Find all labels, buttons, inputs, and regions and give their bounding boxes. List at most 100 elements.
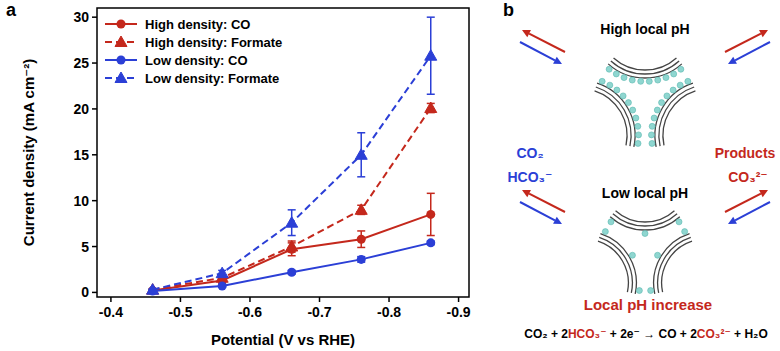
particle	[663, 75, 669, 81]
y-tick	[92, 154, 97, 156]
error-cap	[357, 132, 365, 134]
particle	[670, 87, 676, 93]
pore	[598, 211, 692, 294]
arrow	[728, 42, 770, 64]
shell-layer	[595, 91, 627, 145]
data-point	[286, 241, 298, 252]
shell-layer	[597, 83, 635, 147]
particle	[655, 77, 661, 83]
panel-a: a051015202530-0.4-0.5-0.6-0.7-0.8-0.9Pot…	[6, 0, 471, 348]
data-point	[357, 255, 366, 264]
data-point	[355, 149, 367, 160]
y-axis-label: Current density (mA cm⁻²)	[20, 59, 37, 246]
x-tick	[388, 297, 390, 302]
shell-layer	[616, 211, 675, 222]
panel-label: b	[503, 0, 514, 20]
particle	[649, 123, 655, 129]
shell-layer	[596, 87, 631, 146]
data-point	[357, 235, 366, 244]
legend-marker	[115, 72, 127, 83]
legend-label: High density: Formate	[145, 35, 282, 50]
data-point	[425, 50, 437, 61]
arrow-head	[522, 30, 531, 37]
equation-part: + 2e⁻ → CO + 2	[606, 327, 697, 341]
arrow	[520, 42, 562, 64]
equation-part: CO₃²⁻	[697, 327, 731, 341]
x-axis-label: Potential (V vs RHE)	[211, 331, 355, 348]
panel-label: a	[6, 0, 17, 20]
error-cap	[427, 193, 435, 195]
x-tick	[319, 297, 321, 302]
particle	[607, 82, 613, 88]
panel-b: bHigh local pHLow local pHCO₂HCO₃⁻Produc…	[503, 0, 776, 341]
figure: a051015202530-0.4-0.5-0.6-0.7-0.8-0.9Pot…	[0, 0, 780, 351]
plot-frame	[97, 8, 469, 297]
y-tick-label: 5	[81, 239, 89, 255]
arrow-head	[522, 190, 531, 197]
equation-part: CO₂ + 2	[524, 327, 568, 341]
error-cap	[357, 230, 365, 232]
shell-layer	[658, 237, 691, 293]
shell-layer	[662, 241, 692, 292]
y-tick-label: 10	[73, 193, 89, 209]
particle	[635, 140, 641, 146]
error-bar	[427, 193, 435, 235]
particle	[685, 78, 691, 84]
particle	[651, 115, 657, 121]
particle	[633, 115, 639, 121]
x-tick-label: -0.8	[377, 304, 401, 320]
data-point	[287, 268, 296, 277]
arrow-head	[759, 190, 768, 197]
shell-layer	[614, 58, 677, 70]
y-tick-label: 30	[73, 9, 89, 25]
arrow-shaft	[735, 42, 770, 60]
y-tick-label: 0	[81, 284, 89, 300]
particle	[654, 107, 660, 113]
data-point	[216, 267, 228, 278]
data-point	[426, 238, 435, 247]
particle	[671, 71, 677, 77]
y-tick	[92, 246, 97, 248]
series-line	[153, 243, 431, 291]
particle	[625, 100, 631, 106]
legend-label: High density: CO	[145, 17, 250, 32]
shell-layer	[610, 217, 680, 230]
x-tick	[180, 297, 182, 302]
equation: CO₂ + 2HCO₃⁻ + 2e⁻ → CO + 2CO₃²⁻ + H₂O	[524, 327, 768, 341]
error-cap	[427, 16, 435, 18]
particle	[678, 66, 684, 72]
reactant-label: CO₂	[516, 145, 543, 161]
arrow-head	[759, 30, 768, 37]
x-tick-label: -0.5	[168, 304, 192, 320]
y-tick	[92, 108, 97, 110]
data-point	[147, 284, 159, 295]
particle	[636, 288, 642, 294]
y-tick-label: 25	[73, 55, 89, 71]
particle	[602, 229, 608, 235]
data-point	[355, 204, 367, 215]
y-tick-label: 15	[73, 147, 89, 163]
shell-layer	[600, 234, 636, 294]
data-point	[218, 281, 227, 290]
shell-layer	[598, 241, 628, 292]
product-label: CO₃²⁻	[728, 169, 768, 185]
particle	[664, 93, 670, 99]
series	[148, 238, 435, 295]
particle	[629, 252, 635, 258]
arrow	[725, 30, 768, 52]
x-tick	[110, 297, 112, 302]
particle	[635, 123, 641, 129]
y-tick	[92, 292, 97, 294]
arrow-shaft	[520, 42, 555, 60]
particle	[636, 132, 642, 138]
particle	[638, 78, 644, 84]
particle	[620, 93, 626, 99]
error-bar	[357, 231, 365, 248]
legend-marker	[117, 56, 126, 65]
particle	[613, 71, 619, 77]
equation-part: + H₂O	[731, 327, 768, 341]
caption: Local pH increase	[584, 296, 712, 313]
legend-marker	[115, 36, 127, 47]
shell-layer	[655, 83, 693, 147]
x-tick-label: -0.9	[447, 304, 471, 320]
